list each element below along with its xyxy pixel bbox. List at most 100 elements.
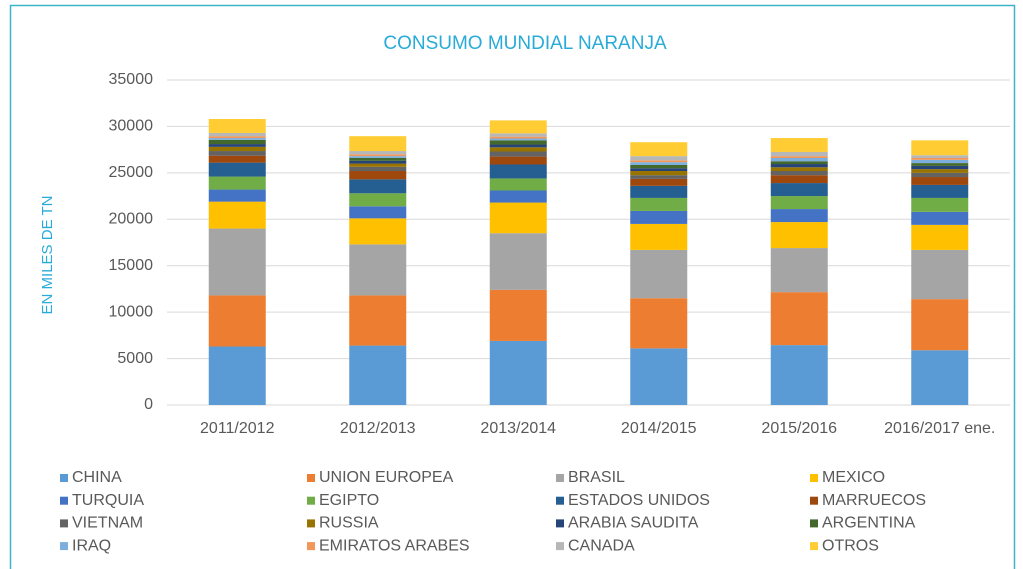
bar-segment: [630, 164, 688, 169]
bar-segment: [911, 299, 969, 351]
bar-segment: [349, 151, 407, 155]
y-tick-label: 5000: [117, 350, 153, 367]
legend-label: VIETNAM: [72, 515, 143, 532]
bar-segment: [630, 348, 688, 405]
legend-swatch: [307, 519, 315, 528]
x-tick-label: 2013/2014: [480, 420, 556, 437]
legend-swatch: [307, 542, 315, 551]
legend-swatch: [810, 519, 818, 528]
bar-segment: [208, 151, 266, 156]
bar-segment: [349, 163, 407, 167]
bar-segment: [349, 206, 407, 219]
bar-segment: [349, 160, 407, 164]
legend-label: ARGENTINA: [822, 515, 916, 532]
bar-segment: [489, 133, 547, 137]
bar-segment: [911, 177, 969, 185]
legend-swatch: [60, 496, 68, 505]
bar-segment: [349, 244, 407, 296]
bar-segment: [911, 211, 969, 225]
bar-segment: [770, 183, 828, 197]
legend-swatch: [556, 496, 564, 505]
bar-segment: [349, 171, 407, 180]
bar-segment: [911, 249, 969, 300]
bar-segment: [770, 196, 828, 210]
bar-segment: [770, 161, 828, 165]
legend-swatch: [307, 474, 315, 482]
bar-segment: [208, 189, 266, 202]
legend-swatch: [810, 474, 818, 482]
bar-segment: [911, 169, 969, 173]
bar-segment: [911, 158, 969, 160]
y-tick-label: 35000: [109, 71, 154, 88]
bar-segment: [208, 201, 266, 229]
bar-segment: [208, 155, 266, 163]
bar-segment: [489, 164, 547, 179]
bar-segment: [770, 175, 828, 184]
legend-swatch: [307, 496, 315, 505]
legend-swatch: [60, 542, 68, 551]
bar-segment: [630, 249, 688, 299]
bar-segment: [770, 151, 828, 157]
bar-segment: [208, 228, 266, 296]
y-tick-label: 30000: [109, 118, 154, 135]
legend-label: ESTADOS UNIDOS: [568, 492, 710, 509]
bar-segment: [489, 156, 547, 165]
bar-segment: [630, 197, 688, 211]
legend-label: CHINA: [72, 469, 122, 486]
bar-segment: [911, 184, 969, 198]
x-tick-label: 2015/2016: [761, 420, 837, 437]
bar-segment: [208, 119, 266, 133]
bar-segment: [911, 350, 969, 405]
bar-segment: [911, 140, 969, 156]
y-tick-label: 10000: [109, 303, 154, 320]
bar-segment: [489, 190, 547, 203]
legend-label: EGIPTO: [319, 492, 379, 509]
legend-label: BRASIL: [568, 469, 625, 486]
legend-label: RUSSIA: [319, 515, 379, 532]
legend-swatch: [556, 542, 564, 551]
bar-segment: [349, 295, 407, 346]
bar-segment: [489, 340, 547, 405]
bar-segment: [208, 132, 266, 137]
bar-segment: [630, 142, 688, 157]
bar-segment: [770, 138, 828, 152]
y-tick-label: 15000: [109, 257, 154, 274]
bar-segment: [349, 166, 407, 171]
bar-segment: [208, 139, 266, 145]
x-tick-label: 2016/2017 ene.: [884, 420, 995, 437]
bar-segment: [208, 176, 266, 190]
bar-segment: [489, 120, 547, 134]
bar-segment: [489, 147, 547, 152]
x-tick-label: 2012/2013: [340, 420, 416, 437]
bar-segment: [630, 185, 688, 198]
y-axis-label: EN MILES DE TN: [39, 196, 56, 315]
y-tick-label: 20000: [109, 211, 154, 228]
bar-segment: [770, 158, 828, 162]
bar-segment: [770, 248, 828, 293]
bar-segment: [489, 144, 547, 148]
bar-segment: [770, 222, 828, 249]
bar-segment: [349, 158, 407, 161]
bar-segment: [349, 156, 407, 158]
bar-segment: [489, 140, 547, 145]
bar-segment: [770, 292, 828, 346]
bar-segment: [208, 144, 266, 147]
bar-segment: [208, 136, 266, 139]
x-tick-label: 2014/2015: [621, 420, 697, 437]
legend-swatch: [556, 474, 564, 482]
bar-segment: [208, 146, 266, 152]
legend-label: EMIRATOS ARABES: [319, 537, 470, 554]
bar-segment: [630, 168, 688, 171]
bar-segment: [911, 163, 969, 166]
bar-segment: [630, 175, 688, 179]
bar-segment: [911, 197, 969, 212]
legend-swatch: [810, 542, 818, 551]
bar-segment: [770, 345, 828, 405]
legend-label: UNION EUROPEA: [319, 469, 454, 486]
bar-segment: [349, 345, 407, 405]
legend-swatch: [556, 519, 564, 528]
bar-segment: [630, 156, 688, 161]
bar-segment: [489, 233, 547, 290]
legend-label: IRAQ: [72, 537, 111, 554]
